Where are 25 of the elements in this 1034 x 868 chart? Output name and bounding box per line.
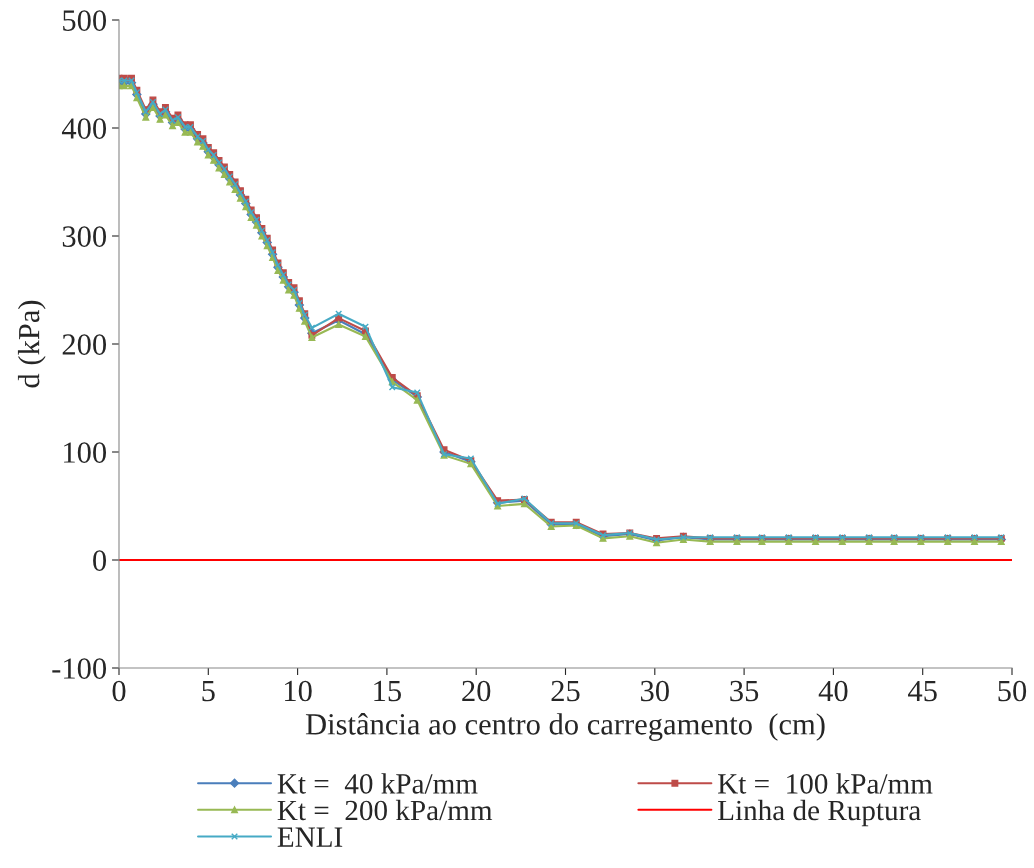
- legend-label: Kt = 40 kPa/mm: [277, 773, 478, 794]
- x-tick-label: 45: [908, 680, 937, 702]
- y-tick-label: 200: [62, 334, 107, 355]
- x-tick-label: 35: [730, 680, 759, 702]
- x-tick-label: 0: [112, 680, 126, 702]
- y-tick-label: 400: [61, 118, 107, 139]
- y-tick-label: -100: [52, 658, 107, 679]
- x-tick-label: 5: [202, 681, 215, 702]
- legend-label: Kt = 100 kPa/mm: [718, 773, 933, 794]
- y-tick-label: 0: [93, 550, 107, 571]
- x-axis-title: Distância ao centro do carregamento (cm): [305, 713, 825, 741]
- x-tick-label: 30: [640, 680, 669, 702]
- y-tick-label: 300: [62, 226, 107, 247]
- legend-label: ENLI: [277, 827, 343, 847]
- x-tick-label: 20: [462, 680, 491, 702]
- x-tick-label: 10: [285, 680, 312, 702]
- x-tick-label: 50: [998, 680, 1027, 702]
- legend-label: Kt = 200 kPa/mm: [277, 799, 493, 821]
- legend-label: Linha de Ruptura: [718, 799, 921, 827]
- y-axis-title: d (kPa): [17, 300, 46, 388]
- y-tick-label: 500: [63, 10, 107, 31]
- y-tick-label: 100: [64, 442, 107, 463]
- x-tick-label: 15: [374, 680, 401, 702]
- x-tick-label: 25: [551, 680, 580, 702]
- x-tick-label: 40: [818, 680, 848, 702]
